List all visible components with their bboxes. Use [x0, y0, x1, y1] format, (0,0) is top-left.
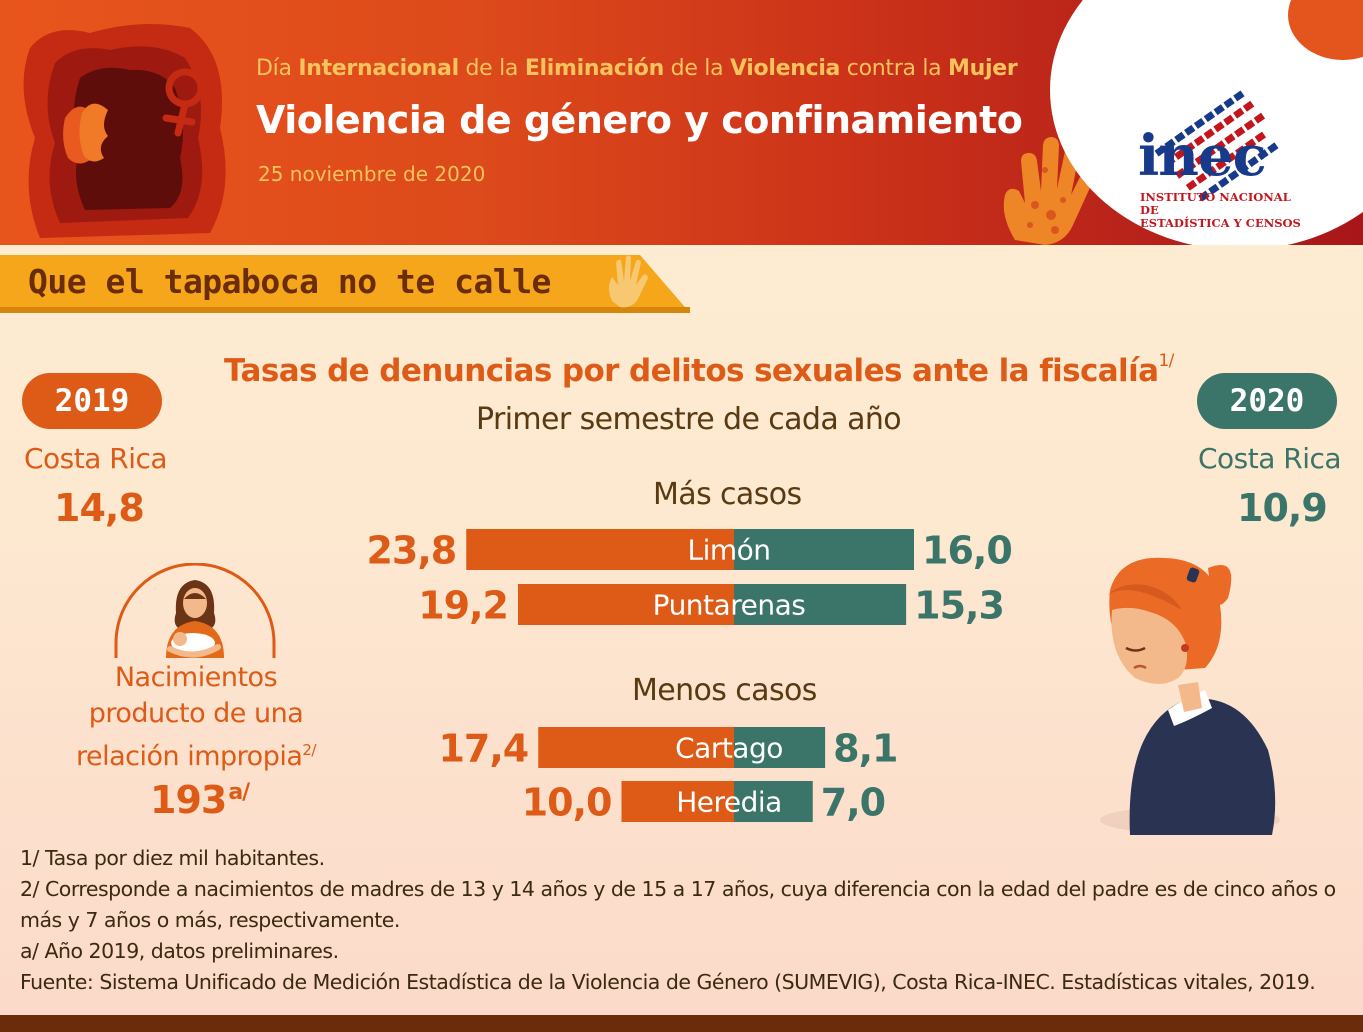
births-description: Nacimientos producto de una relación imp… [40, 660, 352, 775]
chart-subtitle: Primer semestre de cada año [476, 402, 902, 437]
footnote-1: 1/ Tasa por diez mil habitantes. [20, 846, 325, 870]
value-2019-cartago: 17,4 [438, 727, 528, 771]
footnote-a: a/ Año 2019, datos preliminares. [20, 939, 339, 963]
births-line-1: Nacimientos [114, 662, 278, 693]
year-2020-badge: 2020 [1197, 373, 1337, 429]
bar-2019-cartago [538, 727, 734, 768]
header-subtitle-part-6: contra la [840, 56, 949, 81]
header-date: 25 noviembre de 2020 [258, 162, 486, 186]
women-silhouette-illustration [23, 24, 226, 238]
banner-ribbon [0, 255, 690, 313]
births-line-3: relación impropia2/ [40, 732, 352, 775]
bar-2019-puntarenas [518, 584, 734, 625]
chart-title: Tasas de denuncias por delitos sexuales … [224, 351, 1174, 389]
births-footnote-ref: 2/ [302, 741, 316, 759]
chart-title-footnote-ref: 1/ [1158, 351, 1174, 371]
births-value: 193a/ [150, 778, 250, 822]
banner-text: Que el tapaboca no te calle [28, 262, 551, 301]
header-subtitle-part-2: de la [458, 56, 525, 81]
header-subtitle-part-1: Internacional [298, 56, 459, 81]
group-title-more-cases: Más casos [653, 477, 802, 512]
costa-rica-2019-label: Costa Rica [24, 442, 168, 475]
bar-2019-limon [466, 529, 734, 570]
bottom-bar [0, 1015, 1363, 1032]
value-2020-heredia: 7,0 [821, 781, 885, 825]
bar-2020-puntarenas [734, 584, 907, 625]
costa-rica-2019-value: 14,8 [54, 486, 145, 530]
year-2019-badge: 2019 [22, 373, 162, 429]
costa-rica-2020-label: Costa Rica [1198, 442, 1342, 475]
header-subtitle-part-3: Eliminación [524, 56, 664, 81]
bar-2020-heredia [734, 781, 813, 822]
category-label-puntarenas: Puntarenas [653, 589, 806, 622]
footnotes: 1/ Tasa por diez mil habitantes. 2/ Corr… [20, 843, 1350, 998]
inec-logo-wordmark: inec [1138, 123, 1267, 189]
inec-emblem-icon [1154, 90, 1279, 202]
bar-2019-heredia [621, 781, 734, 822]
mother-and-baby-illustration [114, 563, 276, 658]
page-title: Violencia de género y confinamiento [256, 98, 1023, 142]
value-2019-limon: 23,8 [366, 529, 456, 573]
footnote-source: Fuente: Sistema Unificado de Medición Es… [20, 970, 1316, 994]
value-2019-heredia: 10,0 [522, 781, 612, 825]
header-subtitle: Día Internacional de la Eliminación de l… [256, 56, 1018, 81]
bar-2020-cartago [734, 727, 826, 768]
births-number: 193 [150, 778, 227, 822]
births-line-3-text: relación impropia [76, 741, 303, 772]
category-label-limon: Limón [687, 534, 770, 567]
footnote-2: 2/ Corresponde a nacimientos de madres d… [20, 877, 1336, 932]
sad-woman-illustration [1100, 557, 1280, 835]
value-2019-puntarenas: 19,2 [418, 584, 508, 628]
inec-subtitle-line1: INSTITUTO NACIONAL DE [1140, 190, 1291, 217]
category-label-heredia: Heredia [676, 786, 782, 819]
header-subtitle-part-0: Día [256, 56, 299, 81]
header-subtitle-part-5: Violencia [729, 56, 841, 81]
value-2020-cartago: 8,1 [833, 727, 897, 771]
header-subtitle-part-4: de la [663, 56, 730, 81]
births-line-2: producto de una [88, 698, 304, 729]
inec-subtitle-line2: ESTADÍSTICA Y CENSOS [1140, 216, 1301, 230]
value-2020-limon: 16,0 [922, 529, 1012, 573]
category-label-cartago: Cartago [675, 732, 783, 765]
bar-2020-limon [734, 529, 914, 570]
chart-title-text: Tasas de denuncias por delitos sexuales … [224, 353, 1159, 389]
births-value-footnote: a/ [228, 780, 250, 805]
costa-rica-2020-value: 10,9 [1237, 486, 1328, 530]
header-subtitle-part-7: Mujer [948, 56, 1018, 81]
value-2020-puntarenas: 15,3 [914, 584, 1004, 628]
header: Día Internacional de la Eliminación de l… [0, 0, 1363, 245]
inec-logo-subtitle: INSTITUTO NACIONAL DE ESTADÍSTICA Y CENS… [1140, 191, 1310, 230]
group-title-fewer-cases: Menos casos [632, 673, 817, 708]
